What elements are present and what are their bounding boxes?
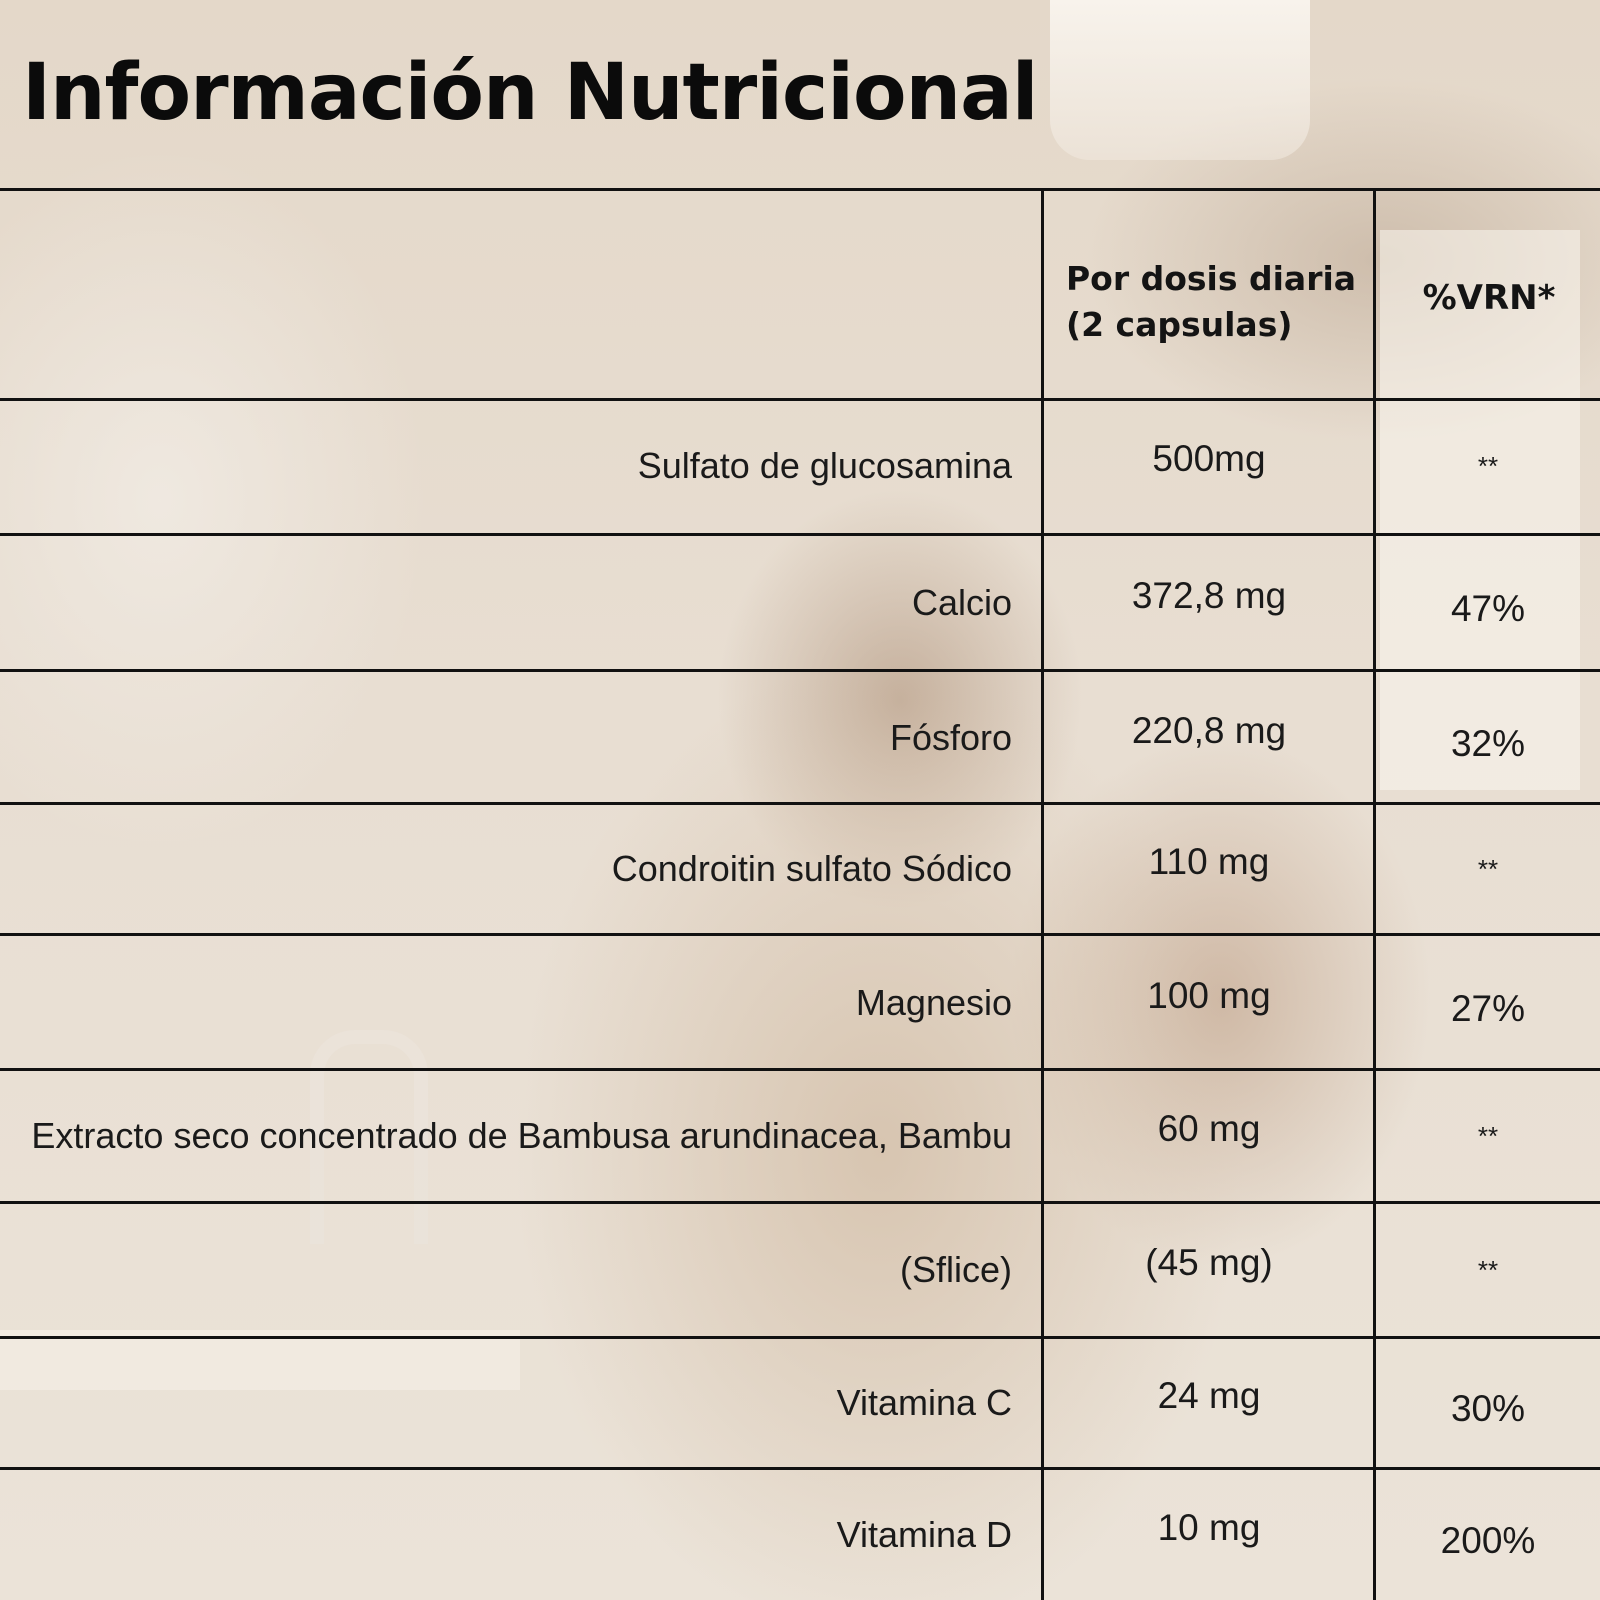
table-row: Condroitin sulfato Sódico 110 mg ** bbox=[0, 805, 1600, 933]
nutrient-vrn: 27% bbox=[1450, 987, 1526, 1029]
counter-shape bbox=[0, 1330, 520, 1390]
faucet-shape bbox=[310, 1030, 428, 1244]
nutrient-vrn: 30% bbox=[1450, 1388, 1526, 1429]
nutrient-dose: 24 mg bbox=[1157, 1375, 1261, 1416]
nutrient-name: Vitamina D bbox=[836, 1514, 1012, 1555]
table-row: Calcio 372,8 mg 47% bbox=[0, 536, 1600, 669]
window-shape bbox=[1380, 230, 1580, 790]
nutrient-name: Extracto seco concentrado de Bambusa aru… bbox=[31, 1115, 1012, 1156]
table-row: Magnesio 100 mg 27% bbox=[0, 936, 1600, 1069]
row-divider bbox=[0, 1201, 1600, 1204]
nutrient-vrn: 32% bbox=[1450, 722, 1526, 764]
nutrient-vrn: 47% bbox=[1450, 587, 1526, 629]
page-title: Información Nutricional bbox=[22, 48, 1038, 138]
nutrient-dose: 60 mg bbox=[1157, 1108, 1261, 1149]
nutrient-name: Fósforo bbox=[889, 716, 1012, 758]
table-row: (Sflice) (45 mg) ** bbox=[0, 1204, 1600, 1336]
table-border-top bbox=[0, 188, 1600, 191]
row-divider bbox=[0, 669, 1600, 672]
nutrient-name: Vitamina C bbox=[836, 1382, 1012, 1423]
table-row: Sulfato de glucosamina 500mg ** bbox=[0, 401, 1600, 531]
nutrient-name: Magnesio bbox=[855, 981, 1012, 1023]
nutrient-vrn: ** bbox=[1477, 853, 1499, 884]
nutrient-vrn: ** bbox=[1477, 1120, 1499, 1151]
nutrient-dose: (45 mg) bbox=[1145, 1242, 1273, 1283]
table-row: Fósforo 220,8 mg 32% bbox=[0, 672, 1600, 803]
nutrient-vrn: ** bbox=[1477, 1254, 1499, 1285]
row-divider bbox=[0, 1336, 1600, 1339]
column-divider-2 bbox=[1373, 188, 1376, 1600]
header-vrn: %VRN* bbox=[1422, 278, 1556, 318]
nutrient-name: (Sflice) bbox=[899, 1249, 1012, 1290]
table-row: Extracto seco concentrado de Bambusa aru… bbox=[0, 1071, 1600, 1201]
row-divider bbox=[0, 1467, 1600, 1470]
nutrient-name: Condroitin sulfato Sódico bbox=[611, 848, 1012, 889]
nutrition-table: Por dosis diaria (2 capsulas) %VRN* Sulf… bbox=[0, 188, 1600, 1600]
header-dose: Por dosis diaria (2 capsulas) bbox=[1066, 259, 1357, 344]
lamp-shape bbox=[1050, 0, 1310, 160]
header-divider bbox=[0, 398, 1600, 401]
nutrient-vrn: 200% bbox=[1440, 1520, 1536, 1561]
nutrient-name: Sulfato de glucosamina bbox=[637, 445, 1012, 486]
row-divider bbox=[0, 802, 1600, 805]
nutrient-dose: 100 mg bbox=[1147, 974, 1271, 1016]
table-row: Vitamina D 10 mg 200% bbox=[0, 1470, 1600, 1600]
nutrient-dose: 372,8 mg bbox=[1131, 574, 1287, 616]
nutrient-dose: 110 mg bbox=[1148, 841, 1270, 882]
nutrient-dose: 500mg bbox=[1152, 438, 1266, 479]
row-divider bbox=[0, 1068, 1600, 1071]
row-divider bbox=[0, 933, 1600, 936]
table-row: Vitamina C 24 mg 30% bbox=[0, 1339, 1600, 1467]
nutrient-dose: 220,8 mg bbox=[1131, 709, 1287, 751]
nutrient-dose: 10 mg bbox=[1157, 1507, 1261, 1548]
row-divider bbox=[0, 533, 1600, 536]
column-divider-1 bbox=[1041, 188, 1044, 1600]
nutrient-name: Calcio bbox=[911, 581, 1012, 623]
nutrient-vrn: ** bbox=[1477, 450, 1499, 481]
